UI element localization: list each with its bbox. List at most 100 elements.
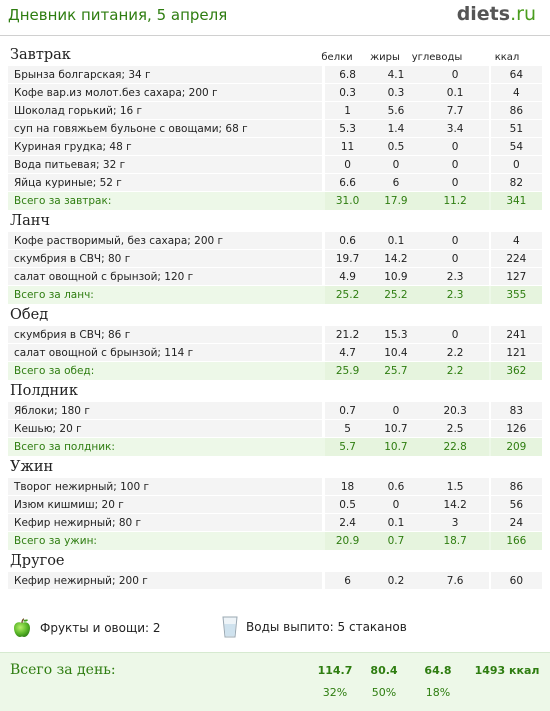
meal-total-label: Всего за ужин: [14,535,97,547]
food-row[interactable]: салат овощной с брынзой; 114 г 4.7 10.4 2.2… [8,344,542,362]
food-row[interactable]: Кофе растворимый, без сахара; 200 г 0.6 0.… [8,232,542,250]
meal-header: Полдник [8,380,542,402]
meal-section: Завтрак белки жиры углеводы ккал Брынза болга… [8,44,542,210]
food-row[interactable]: Яблоки; 180 г 0.7 0 20.3 83 [8,402,542,420]
food-name[interactable]: Яблоки; 180 г [8,402,322,420]
meal-total-fat: 17.9 [370,192,422,210]
food-row[interactable]: скумбрия в СВЧ; 86 г 21.2 15.3 0 241 [8,326,542,344]
site-logo[interactable]: diets.ru [457,3,536,25]
food-name[interactable]: Куриная грудка; 48 г [8,138,322,156]
food-kcal: 86 [490,478,542,496]
food-name[interactable]: салат овощной с брынзой; 120 г [8,268,322,286]
food-carbs: 0 [421,250,489,268]
food-kcal: 56 [490,496,542,514]
food-kcal: 127 [490,268,542,286]
meal-total-kcal: 362 [490,362,542,380]
page-title: Дневник питания, 5 апреля [8,6,228,24]
food-name[interactable]: Яйца куриные; 52 г [8,174,322,192]
column-carbs: углеводы [411,52,463,63]
food-carbs: 14.2 [421,496,489,514]
food-protein: 2.4 [324,514,371,532]
food-protein: 11 [324,138,371,156]
food-carbs: 3.4 [421,120,489,138]
food-protein: 0.6 [324,232,371,250]
food-protein: 5 [324,420,371,438]
food-row[interactable]: Кефир нежирный; 200 г 6 0.2 7.6 60 [8,572,542,590]
food-fat: 10.9 [370,268,422,286]
food-protein: 18 [324,478,371,496]
food-protein: 21.2 [324,326,371,344]
food-protein: 0.7 [324,402,371,420]
food-carbs: 20.3 [421,402,489,420]
food-name[interactable]: Кофе вар.из молот.без сахара; 200 г [8,84,322,102]
food-carbs: 2.2 [421,344,489,362]
meal-title: Полдник [10,383,78,399]
food-fat: 10.7 [370,420,422,438]
meal-section: Ужин Творог нежирный; 100 г 18 0.6 1.5 86 Изюм… [8,456,542,550]
meal-total-carbs: 2.2 [421,362,489,380]
food-fat: 0.1 [370,232,422,250]
food-row[interactable]: Брынза болгарская; 34 г 6.8 4.1 0 64 [8,66,542,84]
food-fat: 10.4 [370,344,422,362]
food-row[interactable]: салат овощной с брынзой; 120 г 4.9 10.9 2.3… [8,268,542,286]
food-kcal: 51 [490,120,542,138]
food-name[interactable]: Изюм кишмиш; 20 г [8,496,322,514]
food-kcal: 4 [490,232,542,250]
food-kcal: 54 [490,138,542,156]
food-name[interactable]: Брынза болгарская; 34 г [8,66,322,84]
food-row[interactable]: Кешью; 20 г 5 10.7 2.5 126 [8,420,542,438]
food-row[interactable]: суп на говяжьем бульоне с овощами; 68 г 5… [8,120,542,138]
food-carbs: 0 [421,156,489,174]
meal-total-kcal: 355 [490,286,542,304]
food-kcal: 241 [490,326,542,344]
food-row[interactable]: Творог нежирный; 100 г 18 0.6 1.5 86 [8,478,542,496]
column-fat: жиры [370,52,400,63]
food-carbs: 3 [421,514,489,532]
food-carbs: 2.3 [421,268,489,286]
food-name[interactable]: Кефир нежирный; 200 г [8,572,322,590]
day-total-label: Всего за день: [10,662,116,678]
meal-total-protein: 25.2 [324,286,371,304]
food-protein: 4.9 [324,268,371,286]
food-name[interactable]: скумбрия в СВЧ; 86 г [8,326,322,344]
food-name[interactable]: Кешью; 20 г [8,420,322,438]
meal-title: Обед [10,307,49,323]
food-name[interactable]: суп на говяжьем бульоне с овощами; 68 г [8,120,322,138]
food-name[interactable]: салат овощной с брынзой; 114 г [8,344,322,362]
food-kcal: 64 [490,66,542,84]
food-name[interactable]: скумбрия в СВЧ; 80 г [8,250,322,268]
meal-total-row: Всего за завтрак: 31.0 17.9 11.2 341 [8,192,542,210]
meal-title: Ужин [10,459,54,475]
food-row[interactable]: Изюм кишмиш; 20 г 0.5 0 14.2 56 [8,496,542,514]
food-name[interactable]: Кофе растворимый, без сахара; 200 г [8,232,322,250]
food-kcal: 126 [490,420,542,438]
food-carbs: 7.6 [421,572,489,590]
food-protein: 4.7 [324,344,371,362]
food-fat: 14.2 [370,250,422,268]
food-row[interactable]: скумбрия в СВЧ; 80 г 19.7 14.2 0 224 [8,250,542,268]
food-name[interactable]: Шоколад горький; 16 г [8,102,322,120]
meal-total-kcal: 341 [490,192,542,210]
food-row[interactable]: Шоколад горький; 16 г 1 5.6 7.7 86 [8,102,542,120]
food-protein: 6.8 [324,66,371,84]
food-row[interactable]: Кефир нежирный; 80 г 2.4 0.1 3 24 [8,514,542,532]
food-carbs: 0 [421,326,489,344]
food-row[interactable]: Яйца куриные; 52 г 6.6 6 0 82 [8,174,542,192]
food-carbs: 0 [421,138,489,156]
food-name[interactable]: Творог нежирный; 100 г [8,478,322,496]
water-glass-icon [222,616,238,638]
food-kcal: 0 [490,156,542,174]
meal-total-carbs: 2.3 [421,286,489,304]
food-name[interactable]: Вода питьевая; 32 г [8,156,322,174]
meal-header: Ужин [8,456,542,478]
food-row[interactable]: Кофе вар.из молот.без сахара; 200 г 0.3 0.… [8,84,542,102]
food-carbs: 0 [421,66,489,84]
meal-total-kcal: 166 [490,532,542,550]
food-kcal: 24 [490,514,542,532]
meal-total-carbs: 18.7 [421,532,489,550]
food-row[interactable]: Куриная грудка; 48 г 11 0.5 0 54 [8,138,542,156]
food-name[interactable]: Кефир нежирный; 80 г [8,514,322,532]
fruits-vegetables-label: Фрукты и овощи: 2 [40,621,161,635]
meal-total-fat: 25.7 [370,362,422,380]
